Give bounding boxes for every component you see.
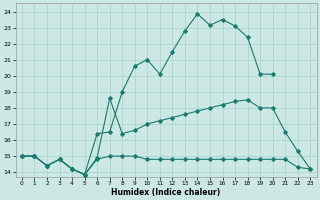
X-axis label: Humidex (Indice chaleur): Humidex (Indice chaleur) <box>111 188 221 197</box>
